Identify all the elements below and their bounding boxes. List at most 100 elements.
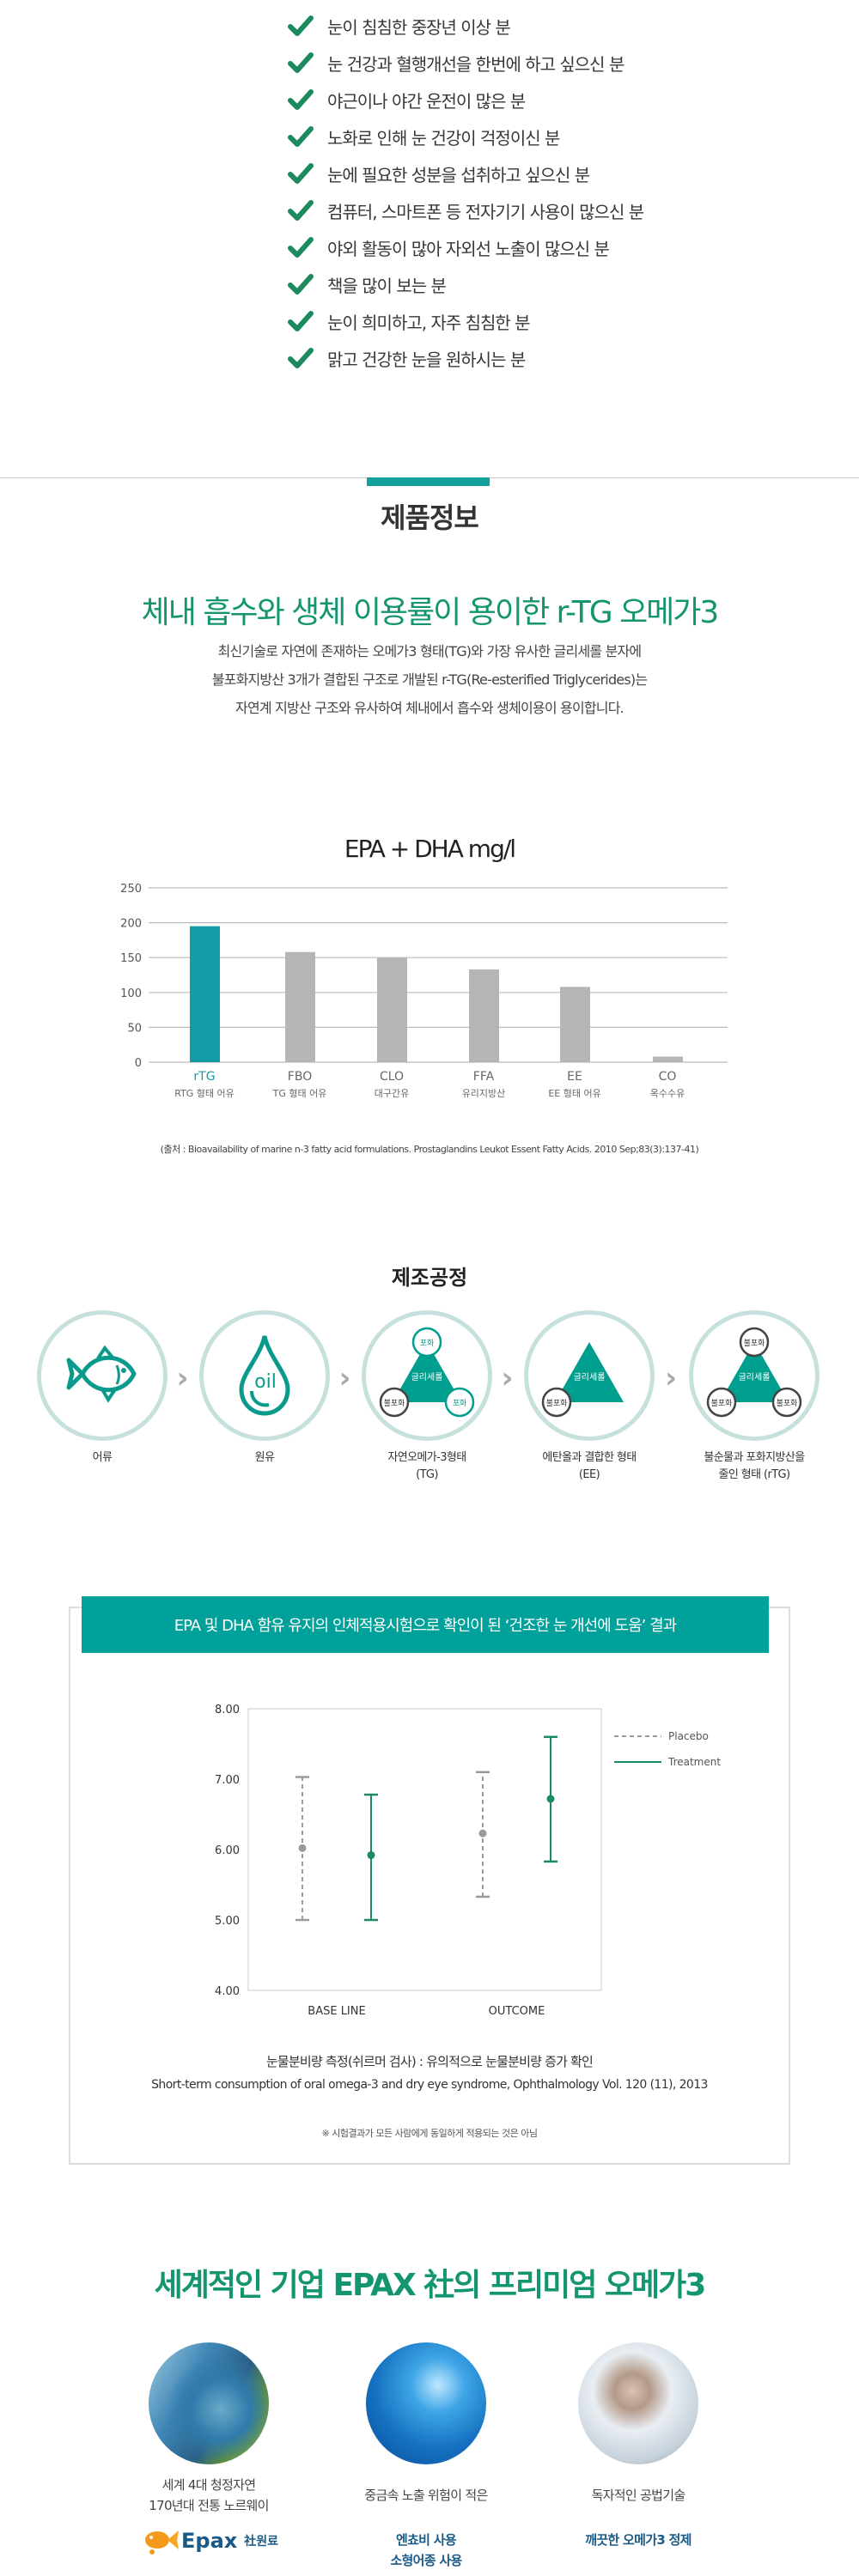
checklist-item-text: 눈 건강과 혈행개선을 한번에 하고 싶으신 분 [327, 53, 624, 75]
clinical-caption-korean: 눈물분비량 측정(쉬르머 검사) : 유의적으로 눈물분비량 증가 확인 [265, 2054, 594, 2069]
process-step-label-line-2: (EE) [578, 1468, 600, 1481]
checklist-item: 눈이 침침한 중장년 이상 분 [288, 10, 511, 41]
x-category-label: BASE LINE [308, 2005, 365, 2018]
saturated-fatty-acid: 포화 [411, 1327, 442, 1358]
section-title: 제품정보 [381, 501, 479, 534]
y-tick-label: 8.00 [215, 1704, 240, 1716]
y-tick-label: 150 [120, 952, 142, 965]
svg-text:불포화: 불포화 [384, 1399, 405, 1408]
x-category-sublabel: TG 형태 어유 [272, 1088, 327, 1099]
rtg-molecule-icon: 글리세롤 불포화 불포화 불포화 [703, 1327, 806, 1425]
scientist-photo [578, 2342, 698, 2464]
process-step-label: 자연오메가-3형태 (TG) [345, 1449, 509, 1484]
norway-fjord-photo [149, 2342, 269, 2464]
x-category-sublabel: RTG 형태 어유 [174, 1088, 235, 1099]
glycerol-triangle [720, 1342, 789, 1402]
check-icon [288, 274, 314, 295]
unsaturated-fatty-acid: 불포화 [379, 1387, 410, 1418]
process-step-label: 어류 [21, 1449, 184, 1467]
epax-item-2-bold-2: 소형어종 사용 [390, 2553, 462, 2568]
check-icon [288, 311, 314, 331]
process-step-label-line-1: 자연오메가-3형태 [387, 1451, 466, 1464]
clinical-banner: EPA 및 DHA 함유 유지의 인체적용시험으로 확인이 된 ‘건조한 눈 개… [82, 1596, 769, 1653]
checklist-item-text: 눈이 희미하고, 자주 침침한 분 [327, 312, 531, 333]
checklist-item-text: 컴퓨터, 스마트폰 등 전자기기 사용이 많으신 분 [327, 201, 644, 222]
mean-point [367, 1851, 375, 1860]
process-step-label-line-2: 줄인 형태 (rTG) [718, 1468, 790, 1481]
x-category-label: rTG [193, 1070, 215, 1084]
process-step-circle [37, 1310, 168, 1441]
svg-text:불포화: 불포화 [546, 1399, 568, 1408]
glycerol-triangle [555, 1342, 624, 1402]
bar-FFA [469, 969, 499, 1062]
checklist-item: 눈에 필요한 성분을 섭취하고 싶으신 분 [288, 158, 590, 189]
glycerol-label: 글리세롤 [574, 1372, 606, 1382]
epax-item-1-line-2: 170년대 전통 노르웨이 [149, 2498, 269, 2513]
x-category-label: CO [659, 1070, 677, 1084]
error-bar-placebo [295, 1776, 309, 1922]
section-title-accent-bar [367, 477, 490, 486]
checklist-item: 눈 건강과 혈행개선을 한번에 하고 싶으신 분 [288, 47, 624, 78]
x-category-sublabel: 유리지방산 [462, 1088, 506, 1099]
epax-logo-suffix: 社원료 [244, 2535, 279, 2549]
saturated-fatty-acid: 포화 [444, 1387, 475, 1418]
glycerol-triangle [393, 1342, 461, 1402]
mean-point [478, 1829, 487, 1838]
chevron-right-icon: › [665, 1361, 678, 1395]
mean-point [298, 1844, 307, 1852]
legend-label: Treatment [667, 1756, 721, 1768]
error-bar-placebo [476, 1771, 490, 1899]
process-step-label-line-2: (TG) [416, 1468, 438, 1481]
y-tick-label: 6.00 [215, 1844, 240, 1857]
product-headline: 체내 흡수와 생체 이용률이 용이한 r-TG 오메가3 [141, 595, 720, 630]
check-icon [288, 348, 314, 368]
unsaturated-fatty-acid: 불포화 [771, 1387, 802, 1418]
checklist-item: 야외 활동이 많아 자외선 노출이 많으신 분 [288, 232, 610, 263]
y-tick-label: 100 [120, 987, 142, 1000]
bar-CLO [377, 957, 407, 1062]
x-category-label: EE [567, 1070, 582, 1084]
error-bar-chart: 4.00 5.00 6.00 7.00 8.00 BASE LINE OUTCOME Plac… [215, 1704, 721, 2018]
checklist-item-text: 야근이나 야간 운전이 많은 분 [327, 90, 526, 112]
error-bar-treatment [364, 1793, 378, 1922]
checklist-item-text: 노화로 인해 눈 건강이 걱정이신 분 [327, 127, 560, 149]
svg-text:불포화: 불포화 [744, 1339, 765, 1348]
epax-logo-text: Epax [181, 2529, 238, 2553]
x-category-label: FBO [288, 1070, 312, 1084]
y-tick-label: 7.00 [215, 1774, 240, 1787]
bar-chart: 0 50 100 150 200 250 rTG RTG 형태 어유 FBO TG 형태 어유 CL… [120, 883, 728, 1099]
bar-rTG [190, 926, 220, 1062]
clinical-note: ※ 시험결과가 모든 사람에게 동일하게 적용되는 것은 아님 [321, 2128, 538, 2139]
x-category-label: OUTCOME [489, 2005, 545, 2018]
product-description-line-1: 최신기술로 자연에 존재하는 오메가3 형태(TG)와 가장 유사한 글리세롤 … [217, 643, 643, 659]
y-tick-label: 250 [120, 883, 142, 896]
svg-text:포화: 포화 [453, 1399, 467, 1408]
chevron-right-icon: › [338, 1361, 351, 1395]
product-description-line-2: 불포화지방산 3개가 결합된 구조로 개발된 r-TG(Re-esterifie… [211, 671, 648, 688]
checklist-item: 맑고 건강한 눈을 원하시는 분 [288, 343, 526, 374]
epax-item-3-bold-1: 깨끗한 오메가3 정제 [585, 2532, 691, 2548]
y-tick-label: 0 [135, 1057, 142, 1070]
epax-item-2-line-1: 중금속 노출 위험이 적은 [364, 2488, 488, 2503]
legend-label: Placebo [668, 1730, 709, 1742]
process-step-circle: oil [199, 1310, 330, 1441]
tg-molecule-icon: 글리세롤 포화 불포화 포화 [375, 1327, 478, 1425]
check-icon [288, 15, 314, 36]
epax-item-1-line-1: 세계 4대 청정자연 [161, 2477, 256, 2493]
check-icon [288, 163, 314, 184]
checklist-item-text: 책을 많이 보는 분 [327, 275, 447, 296]
process-step-label-line-1: 에탄올과 결합한 형태 [542, 1451, 637, 1464]
mean-point [546, 1795, 555, 1803]
y-tick-label: 50 [127, 1022, 142, 1035]
unsaturated-fatty-acid: 불포화 [706, 1387, 737, 1418]
fish-school-photo [366, 2342, 486, 2464]
epax-logo: Epax 社원료 [142, 2526, 278, 2555]
bar-chart-source: (출처 : Bioavailability of marine n-3 fatt… [160, 1144, 699, 1155]
x-category-label: CLO [380, 1070, 404, 1084]
process-step-label: 원유 [183, 1449, 346, 1467]
bar-EE [560, 987, 590, 1062]
checklist-item: 눈이 희미하고, 자주 침침한 분 [288, 306, 531, 337]
y-tick-label: 200 [120, 918, 142, 931]
